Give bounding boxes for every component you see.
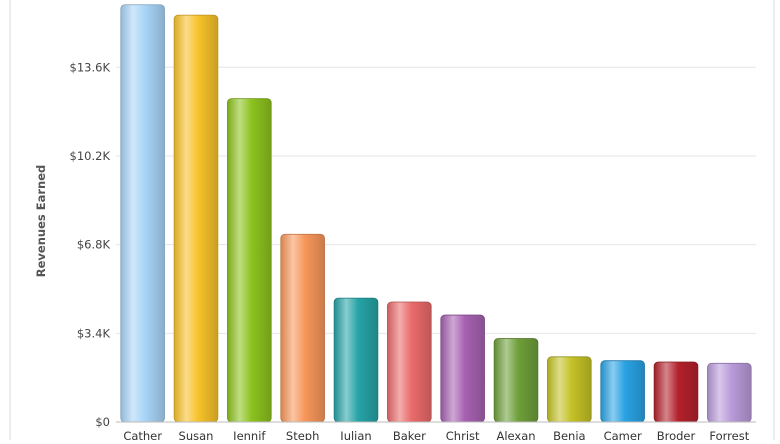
x-tick-label: Benja	[553, 429, 586, 440]
grid-lines	[116, 66, 756, 334]
bar[interactable]	[227, 98, 272, 423]
x-tick-label: Broder	[657, 429, 696, 440]
x-tick-label: Forrest	[709, 429, 749, 440]
x-tick-label: Christ	[446, 429, 480, 440]
x-tick-labels: Cather Susan Jennif Steph Julian Baker Christ A…	[123, 429, 749, 443]
y-tick-label: $0	[95, 415, 110, 429]
x-tick-label: Julian	[339, 429, 371, 440]
y-tick-label: $6.8K	[77, 238, 111, 252]
x-tick-label: Susan	[179, 429, 214, 440]
bar[interactable]	[173, 14, 219, 423]
y-tick-labels: $0 $3.4K $6.8K $10.2K $13.6K	[70, 60, 111, 429]
bar[interactable]	[387, 301, 432, 423]
x-tick-label: Steph	[286, 429, 319, 440]
bar[interactable]	[547, 356, 592, 423]
bar[interactable]	[333, 297, 379, 423]
bar[interactable]	[600, 360, 645, 423]
x-tick-label: Alexan	[496, 429, 535, 440]
bar[interactable]	[707, 362, 752, 423]
bar[interactable]	[440, 314, 485, 423]
x-tick-label: Jennif	[232, 429, 266, 440]
y-tick-label: $13.6K	[70, 60, 111, 74]
bars	[120, 4, 752, 423]
y-axis-title: Revenues Earned	[34, 165, 48, 277]
bar[interactable]	[493, 338, 539, 423]
bar[interactable]	[120, 4, 165, 423]
x-tick-label: Cather	[123, 429, 162, 440]
y-tick-label: $10.2K	[70, 149, 111, 163]
y-tick-label: $3.4K	[77, 326, 111, 340]
x-tick-label: Baker	[393, 429, 426, 440]
bar[interactable]	[280, 233, 325, 423]
x-tick-label: Camer	[604, 429, 642, 440]
bar[interactable]	[653, 361, 699, 423]
